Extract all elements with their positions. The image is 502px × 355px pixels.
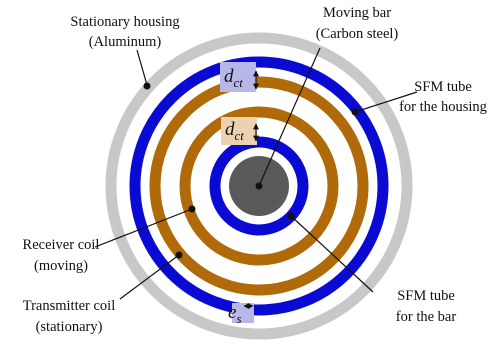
stationary-housing-ring <box>105 32 413 340</box>
gap-highlight-bar <box>221 117 257 145</box>
label-bar-line2: (Carbon steel) <box>316 26 399 42</box>
label-receiver-line2: (moving) <box>34 258 88 274</box>
gap-highlight-housing <box>220 62 256 92</box>
label-receiver-line1: Receiver coil <box>23 237 100 253</box>
label-housing-line2: (Aluminum) <box>89 34 162 50</box>
leader-sfm-bar <box>287 212 374 293</box>
label-transmitter-line2: (stationary) <box>36 319 103 335</box>
label-housing-line1: Stationary housing <box>70 14 179 30</box>
leader-moving-bar <box>255 47 321 190</box>
label-sfm-bar-line2: for the bar <box>396 309 457 325</box>
transmitter-coil-ring <box>149 76 369 296</box>
es-symbol: es <box>228 302 242 326</box>
dct-symbol-top: dct <box>224 66 243 90</box>
leader-transmitter-coil <box>119 251 183 300</box>
label-sfm-bar-line1: SFM tube <box>397 288 455 304</box>
label-sfm-housing-line2: for the housing <box>399 99 487 115</box>
label-transmitter-line1: Transmitter coil <box>23 298 116 314</box>
sfm-tube-housing-ring <box>129 56 389 316</box>
leader-sfm-housing <box>351 91 418 116</box>
leader-receiver-coil <box>94 205 196 248</box>
dct-symbol-inner: dct <box>225 119 244 143</box>
label-bar-line1: Moving bar <box>323 5 391 21</box>
leader-housing <box>136 49 151 90</box>
label-sfm-housing-line1: SFM tube <box>414 79 472 95</box>
receiver-coil-ring <box>179 106 339 266</box>
sfm-tube-bar-ring <box>209 136 309 236</box>
